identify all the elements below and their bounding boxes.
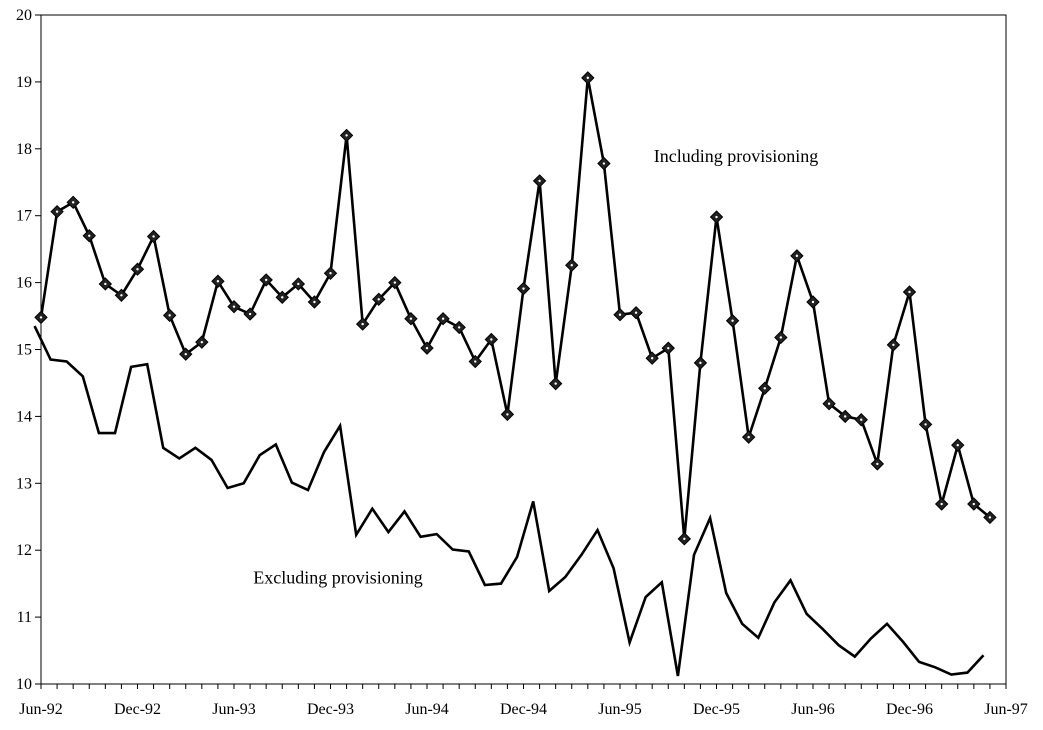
marker-center xyxy=(393,281,397,284)
y-tick-label: 13 xyxy=(16,475,32,492)
chart-axes: 10 11 12 13 14 15 16 17 18 19 20 Jun-92 Dec-92 Jun-93… xyxy=(16,7,1028,718)
marker-center xyxy=(699,361,702,365)
y-tick-label: 10 xyxy=(16,676,32,693)
y-tick-label: 18 xyxy=(16,141,32,158)
marker-center xyxy=(329,272,332,275)
marker-center xyxy=(345,134,348,137)
marker-center xyxy=(618,313,622,316)
marker-center xyxy=(586,76,590,80)
chart-annotations: Including provisioning Excluding provisio… xyxy=(253,146,818,587)
marker-center xyxy=(860,418,863,421)
y-tick-label: 15 xyxy=(16,342,32,359)
marker-center xyxy=(650,356,654,360)
x-tick-label: Dec-96 xyxy=(886,701,933,718)
marker-center xyxy=(956,443,959,447)
marker-center xyxy=(71,201,75,204)
x-tick-label: Dec-94 xyxy=(500,701,547,718)
marker-center xyxy=(683,537,686,541)
marker-center xyxy=(827,402,831,405)
x-tick-label: Jun-94 xyxy=(405,701,449,718)
marker-center xyxy=(200,340,204,344)
marker-center xyxy=(281,296,284,299)
marker-center xyxy=(120,294,123,297)
marker-center xyxy=(908,290,911,294)
marker-center xyxy=(988,516,992,519)
y-tick-label: 20 xyxy=(16,7,32,24)
y-tick-label: 16 xyxy=(16,275,32,292)
marker-center xyxy=(425,346,429,350)
marker-center xyxy=(152,235,155,238)
x-tick-label: Jun-92 xyxy=(19,701,63,718)
marker-center xyxy=(715,215,718,219)
marker-center xyxy=(248,312,252,316)
marker-center xyxy=(811,300,815,304)
marker-center xyxy=(232,305,236,308)
marker-center xyxy=(377,298,380,301)
series-annotation: Excluding provisioning xyxy=(253,568,422,588)
marker-center xyxy=(474,360,477,363)
marker-center xyxy=(779,336,783,339)
x-tick-label: Dec-95 xyxy=(693,701,740,718)
x-tick-label: Jun-96 xyxy=(791,701,835,718)
y-tick-label: 14 xyxy=(16,408,32,425)
marker-center xyxy=(570,264,573,267)
x-tick-label: Jun-95 xyxy=(598,701,642,718)
y-tick-label: 19 xyxy=(16,74,32,91)
x-tick-label: Dec-92 xyxy=(114,701,161,718)
marker-center xyxy=(184,352,187,356)
marker-center xyxy=(940,502,943,506)
marker-center xyxy=(667,346,670,350)
marker-center xyxy=(88,234,91,237)
series-line-1 xyxy=(33,325,985,677)
marker-center xyxy=(313,300,316,304)
marker-center xyxy=(763,387,766,390)
marker-center xyxy=(55,210,59,213)
marker-center xyxy=(554,382,557,385)
series-annotation: Including provisioning xyxy=(654,146,819,166)
marker-center xyxy=(441,317,445,320)
series-markers xyxy=(34,71,997,546)
marker-center xyxy=(731,319,734,322)
marker-center xyxy=(490,338,493,341)
marker-center xyxy=(924,423,927,426)
marker-center xyxy=(795,254,799,258)
marker-center xyxy=(216,280,220,283)
x-tick-label: Dec-93 xyxy=(307,701,354,718)
marker-center xyxy=(168,314,171,317)
y-tick-label: 17 xyxy=(16,208,32,225)
marker-center xyxy=(892,343,895,347)
y-tick-label: 11 xyxy=(17,609,32,626)
x-tick-label: Jun-93 xyxy=(212,701,256,718)
marker-center xyxy=(39,316,43,319)
marker-center xyxy=(297,282,300,286)
marker-center xyxy=(522,287,525,290)
marker-center xyxy=(747,435,750,439)
marker-center xyxy=(843,415,847,418)
y-tick-label: 12 xyxy=(16,542,32,559)
marker-center xyxy=(506,413,509,416)
marker-center xyxy=(457,326,461,329)
marker-center xyxy=(409,317,413,320)
marker-center xyxy=(104,282,107,286)
marker-center xyxy=(538,179,541,183)
marker-center xyxy=(136,268,139,271)
marker-center xyxy=(876,462,879,466)
x-tick-label: Jun-97 xyxy=(984,701,1028,718)
marker-center xyxy=(972,502,976,506)
marker-center xyxy=(361,322,364,326)
marker-center xyxy=(602,162,606,165)
marker-center xyxy=(634,311,638,314)
marker-center xyxy=(264,278,268,282)
